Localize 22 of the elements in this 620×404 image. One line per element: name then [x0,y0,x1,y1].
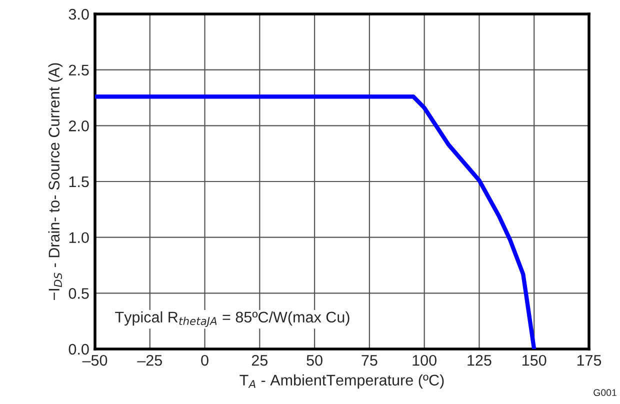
x-tick-label: 100 [412,354,436,366]
x-tick-label: 125 [468,354,492,366]
y-axis-title: −I$_{DS}$ - Drain- to- Source Current (A) [48,63,63,300]
x-tick-label: 25 [252,354,268,366]
x-tick-label: 0 [201,354,208,366]
y-tick-label: 1.0 [69,232,89,244]
y-tick-label: 2.0 [68,120,89,132]
y-tick-label: 0.5 [68,288,89,299]
x-axis-title: T$_{A}$ - AmbientTemperature (ºC) [240,374,444,389]
x-tick-label: 50 [306,354,322,366]
line-series [95,94,536,349]
y-tick-label: 1.5 [69,176,89,188]
x-tick-label: 150 [522,354,546,366]
x-tick-label: 75 [362,355,378,366]
annotation: Typical R$_{thetaJA}$ = 85ºC/W(max Cu) [115,311,350,328]
y-tick-label: 0.0 [68,344,89,355]
text: G001 [594,389,616,396]
x-tick-label: –50 [82,354,108,366]
y-tick-label: 3.0 [68,8,89,20]
x-tick-label: –25 [137,354,162,366]
x-tick-label: 175 [577,355,602,366]
y-tick-label: 2.5 [68,64,89,76]
